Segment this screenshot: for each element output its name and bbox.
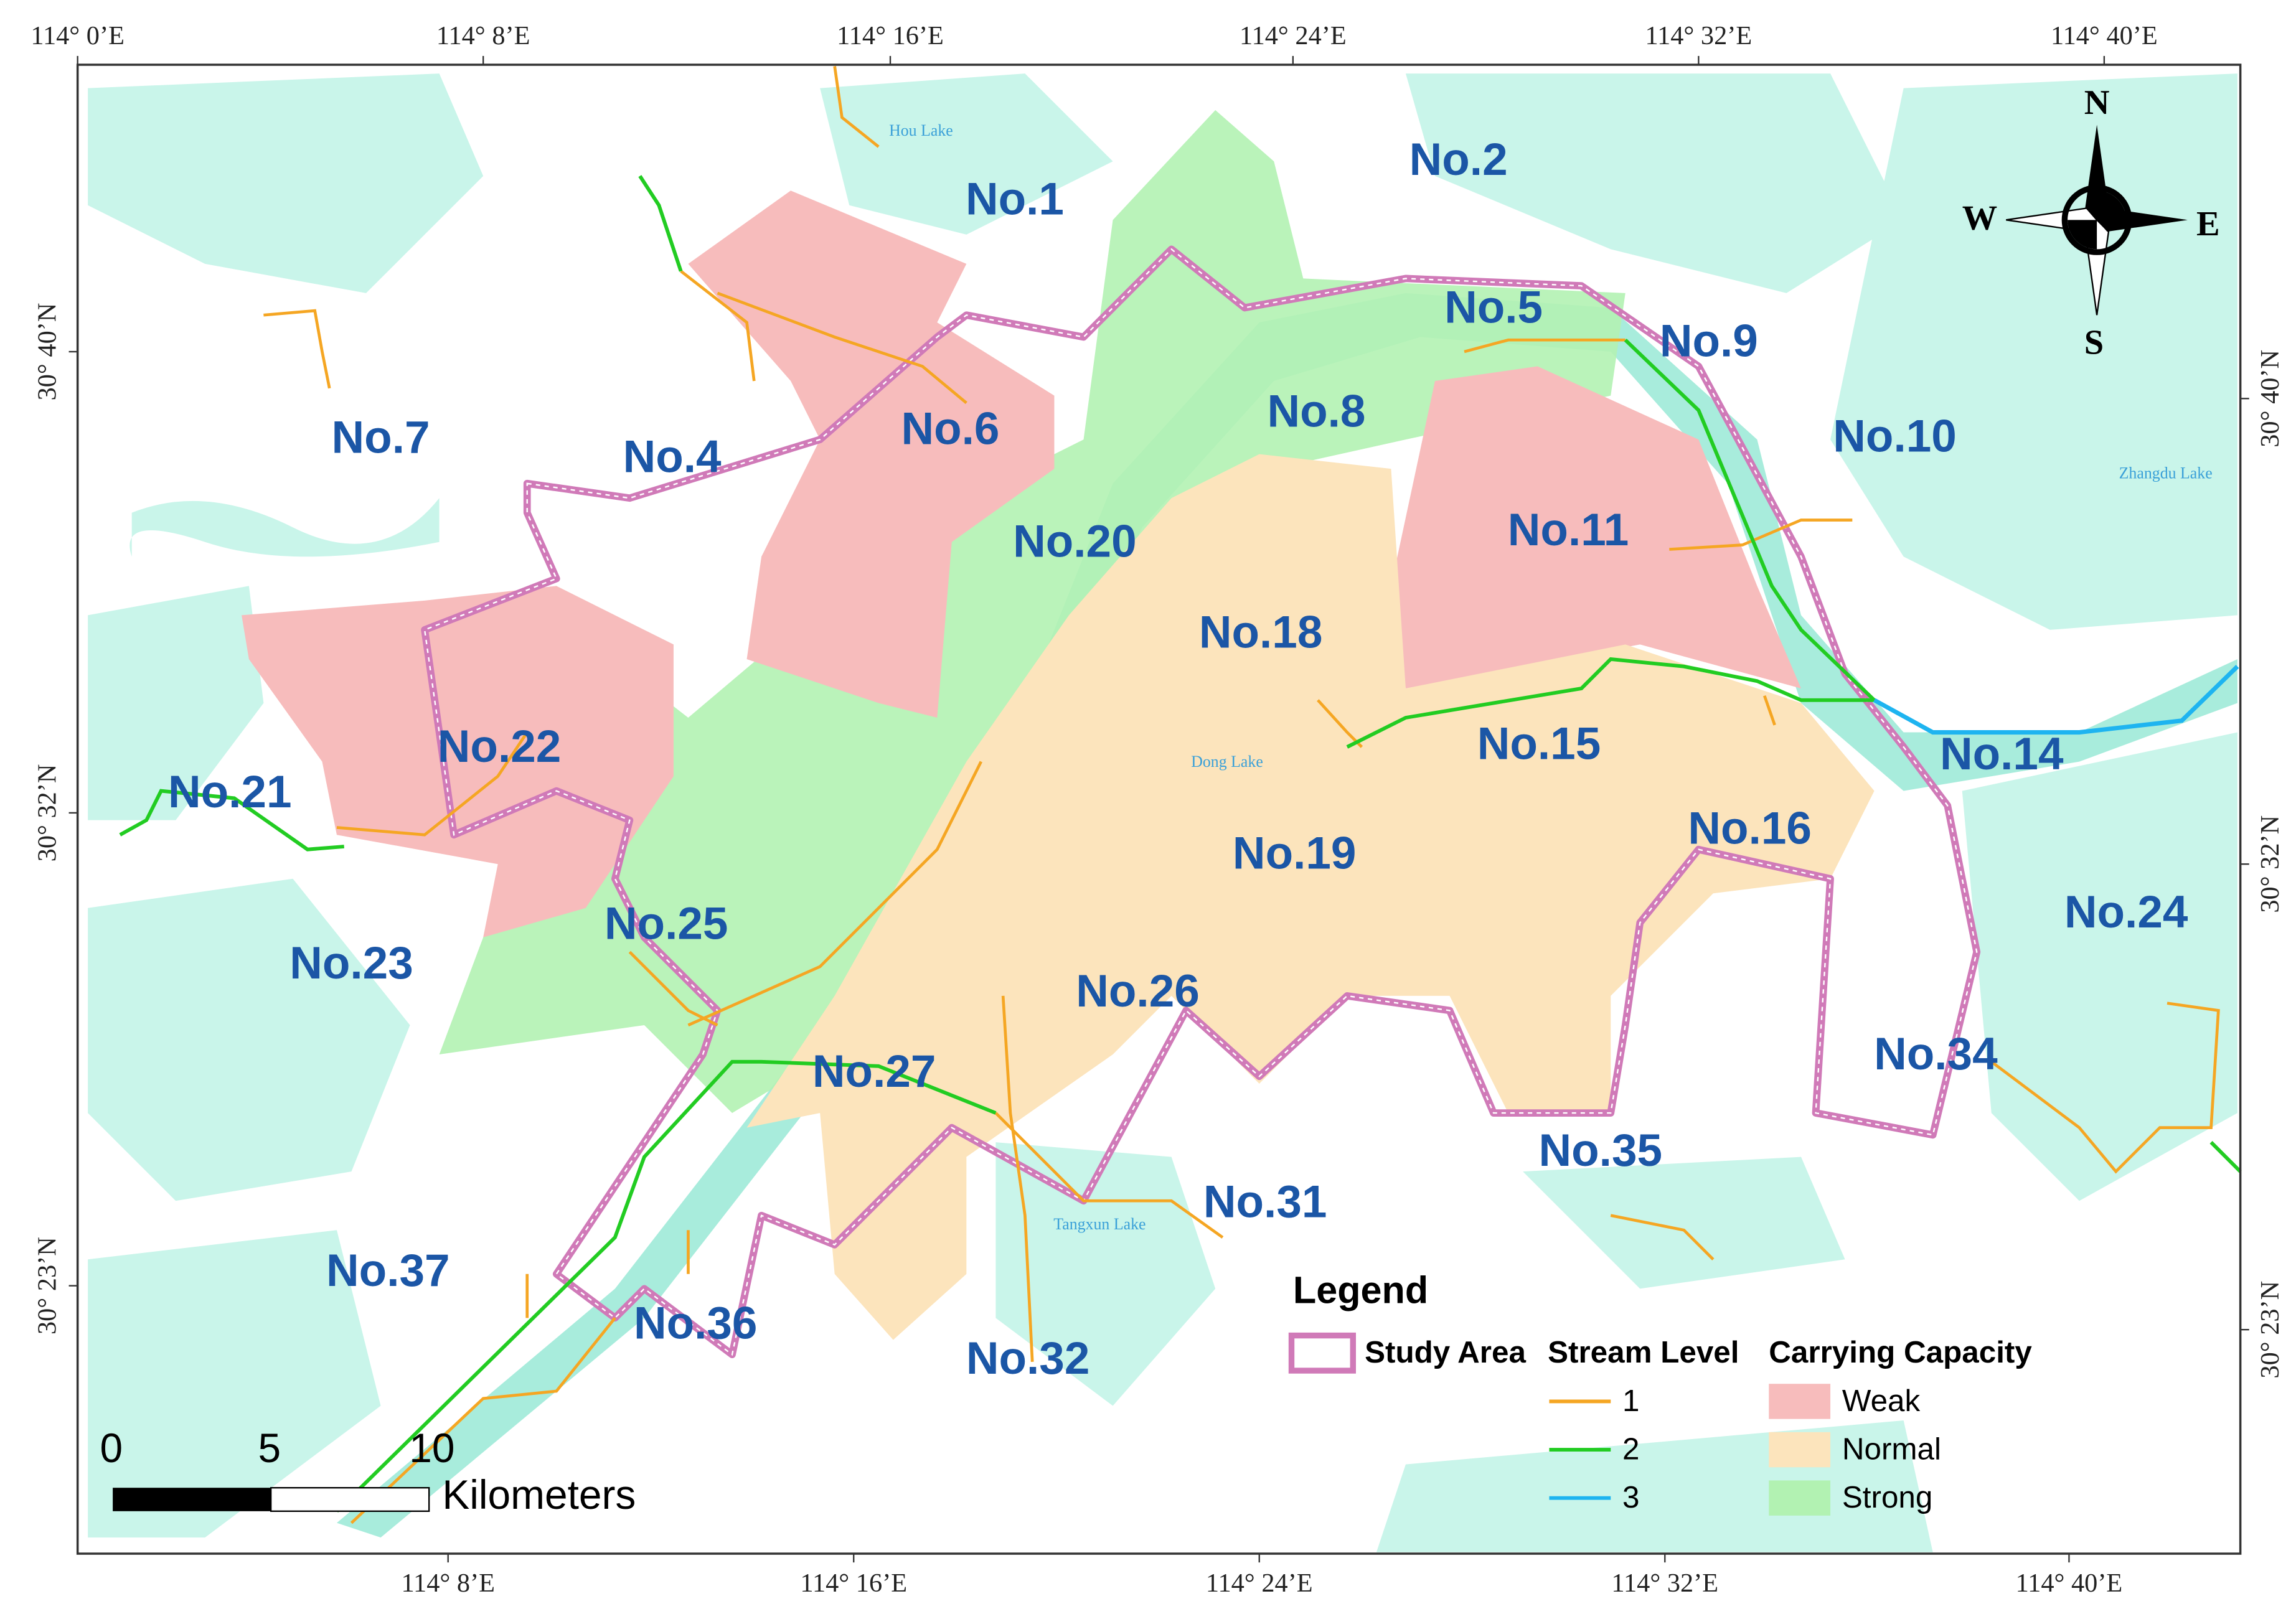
zone-label: No.6	[901, 404, 999, 454]
zone-label: No.10	[1833, 411, 1957, 461]
legend-capacity-label: Normal	[1842, 1432, 1941, 1466]
left-coordinate: 30° 40’N	[32, 303, 62, 401]
compass-w: W	[1962, 199, 1997, 238]
lake-label: Hou Lake	[889, 121, 953, 139]
zone-label: No.21	[168, 767, 292, 817]
compass-s: S	[2084, 324, 2104, 362]
bottom-coordinate: 114° 24’E	[1206, 1569, 1313, 1598]
legend-stream-title: Stream Level	[1548, 1335, 1739, 1369]
zone-label: No.31	[1203, 1177, 1327, 1227]
legend-stream-label: 3	[1622, 1480, 1639, 1514]
zone-label: No.35	[1539, 1125, 1663, 1176]
zone-label: No.16	[1688, 804, 1812, 854]
zone-labels: No.1 No.2 No.4 No.5 No.6 No.7 No.8 No.9 No.10 No.…	[168, 134, 2188, 1384]
top-coordinate: 114° 32’E	[1645, 21, 1753, 50]
bottom-coordinate: 114° 16’E	[800, 1569, 907, 1598]
legend-stream-label: 2	[1622, 1432, 1639, 1466]
scale-tick: 0	[100, 1425, 123, 1471]
zone-label: No.1	[966, 174, 1064, 224]
lake-label: Dong Lake	[1191, 753, 1263, 771]
zone-label: No.27	[812, 1046, 936, 1097]
study-area-boundary-inner	[423, 248, 1978, 1356]
scale-tick: 10	[409, 1425, 454, 1471]
bottom-coordinate: 114° 8’E	[401, 1569, 495, 1598]
zone-label: No.23	[289, 938, 413, 988]
zone-label: No.9	[1660, 316, 1758, 367]
zone-label: No.26	[1076, 966, 1200, 1016]
zone-label: No.22	[438, 721, 562, 772]
stream-level-3	[1873, 665, 2239, 735]
lake-label: Tangxun Lake	[1053, 1215, 1146, 1233]
compass-e: E	[2196, 205, 2220, 243]
zone-label: No.8	[1267, 386, 1365, 436]
zone-label: No.4	[623, 431, 722, 482]
zone-label: No.15	[1477, 718, 1601, 769]
right-coordinate: 30° 23’N	[2256, 1281, 2285, 1379]
scale-segment	[270, 1487, 430, 1513]
legend-normal-swatch	[1769, 1432, 1831, 1468]
weak-zone	[242, 586, 674, 937]
zone-label: No.36	[634, 1298, 758, 1349]
zone-label: No.14	[1940, 729, 2064, 779]
legend-strong-swatch	[1769, 1480, 1831, 1516]
river	[336, 293, 2237, 1538]
map-body: No.1 No.2 No.4 No.5 No.6 No.7 No.8 No.9 No.10 No.…	[88, 66, 2242, 1552]
legend-capacity-label: Strong	[1842, 1480, 1932, 1514]
weak-zone	[688, 190, 1055, 718]
right-coordinate: 30° 32’N	[2256, 815, 2285, 913]
zone-label: No.24	[2064, 887, 2188, 937]
top-coordinate: 114° 0’E	[31, 21, 125, 50]
strong-zone	[439, 110, 1626, 1114]
graticule-labels: 114° 0’E 114° 8’E 114° 16’E 114° 24’E 114° 3…	[31, 21, 2284, 1598]
bottom-coordinate: 114° 32’E	[1611, 1569, 1718, 1598]
scale-bar: 0 5 10 Kilometers	[100, 1425, 636, 1518]
zone-label: No.32	[966, 1333, 1090, 1384]
zone-label: No.20	[1013, 517, 1137, 567]
scale-unit: Kilometers	[442, 1471, 636, 1518]
zone-label: No.18	[1199, 608, 1323, 658]
legend-study-swatch	[1288, 1332, 1356, 1374]
legend-stream-label: 1	[1622, 1384, 1639, 1418]
zone-label: No.2	[1409, 134, 1508, 185]
zone-label: No.34	[1874, 1029, 1998, 1079]
scale-segment	[113, 1488, 271, 1511]
bottom-coordinate: 114° 40’E	[2016, 1569, 2123, 1598]
lake-label: Zhangdu Lake	[2119, 464, 2213, 482]
legend-study-label: Study Area	[1365, 1335, 1526, 1369]
streams-level-2	[119, 175, 2242, 1513]
top-coordinate: 114° 24’E	[1240, 21, 1347, 50]
legend-capacity-title: Carrying Capacity	[1769, 1335, 2032, 1369]
top-coordinate: 114° 8’E	[436, 21, 530, 50]
scale-tick: 5	[258, 1425, 281, 1471]
zone-label: No.5	[1444, 282, 1543, 332]
weak-zone	[1391, 366, 1802, 688]
left-coordinate: 30° 32’N	[32, 764, 62, 861]
legend: Legend Study Area Stream Level Carrying …	[1288, 1269, 2032, 1516]
map-frame	[76, 63, 2242, 1555]
left-coordinate: 30° 23’N	[32, 1237, 62, 1335]
zone-label: No.37	[326, 1246, 450, 1296]
top-coordinate: 114° 16’E	[837, 21, 944, 50]
top-coordinate: 114° 40’E	[2051, 21, 2158, 50]
legend-title: Legend	[1293, 1269, 1428, 1311]
right-coordinate: 30° 40’N	[2256, 350, 2285, 448]
compass-n: N	[2084, 83, 2110, 122]
compass-rose: N S W E	[1962, 83, 2220, 362]
legend-capacity-label: Weak	[1842, 1384, 1921, 1418]
zone-label: No.19	[1233, 828, 1357, 879]
zone-label: No.11	[1508, 505, 1629, 555]
zone-label: No.25	[605, 899, 728, 949]
legend-weak-swatch	[1769, 1384, 1831, 1419]
zone-label: No.7	[332, 413, 430, 463]
streams-level-1	[263, 66, 2220, 1524]
